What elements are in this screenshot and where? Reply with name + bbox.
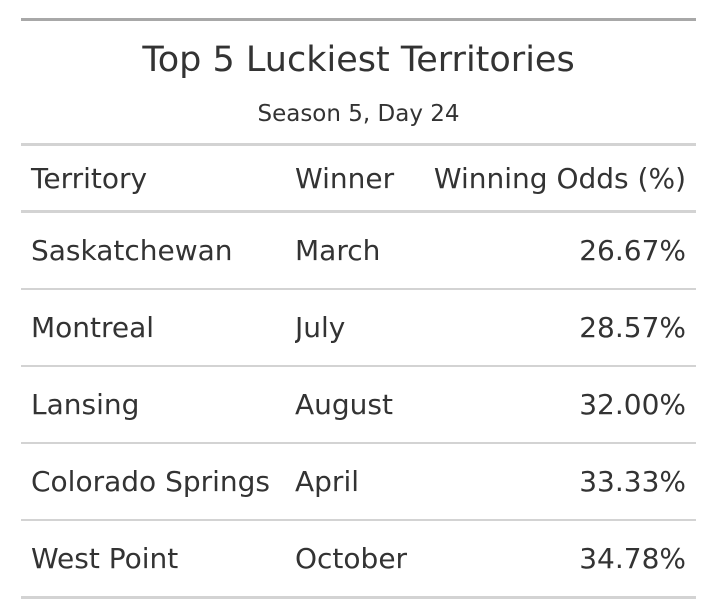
winning-odds-cell: 33.33% — [427, 443, 696, 521]
top-rule — [21, 18, 696, 21]
table-title: Top 5 Luckiest Territories — [142, 40, 575, 80]
territory-cell: West Point — [21, 520, 295, 599]
territory-cell: Montreal — [21, 289, 295, 367]
table-subtitle: Season 5, Day 24 — [257, 101, 460, 127]
winner-cell: April — [295, 443, 427, 521]
territory-cell: Colorado Springs — [21, 443, 295, 521]
table-row: Lansing August 32.00% — [21, 366, 696, 444]
table-row: Colorado Springs April 33.33% — [21, 443, 696, 521]
header-row: Territory Winner Winning Odds (%) — [21, 146, 696, 213]
winning-odds-cell: 28.57% — [427, 289, 696, 367]
data-table: Territory Winner Winning Odds (%) Saskat… — [21, 146, 696, 599]
table-row: West Point October 34.78% — [21, 520, 696, 599]
winner-cell: October — [295, 520, 427, 599]
column-header-territory: Territory — [21, 146, 295, 213]
winner-cell: August — [295, 366, 427, 444]
column-header-winning-odds: Winning Odds (%) — [427, 146, 696, 213]
winner-cell: July — [295, 289, 427, 367]
column-header-winner: Winner — [295, 146, 427, 213]
territory-cell: Lansing — [21, 366, 295, 444]
territory-cell: Saskatchewan — [21, 211, 295, 290]
winner-cell: March — [295, 211, 427, 290]
winning-odds-cell: 26.67% — [427, 211, 696, 290]
winning-odds-cell: 34.78% — [427, 520, 696, 599]
winning-odds-cell: 32.00% — [427, 366, 696, 444]
table-row: Saskatchewan March 26.67% — [21, 211, 696, 290]
table-row: Montreal July 28.57% — [21, 289, 696, 367]
results-table: Top 5 Luckiest Territories Season 5, Day… — [21, 18, 696, 599]
table-heading: Top 5 Luckiest Territories Season 5, Day… — [21, 21, 696, 146]
